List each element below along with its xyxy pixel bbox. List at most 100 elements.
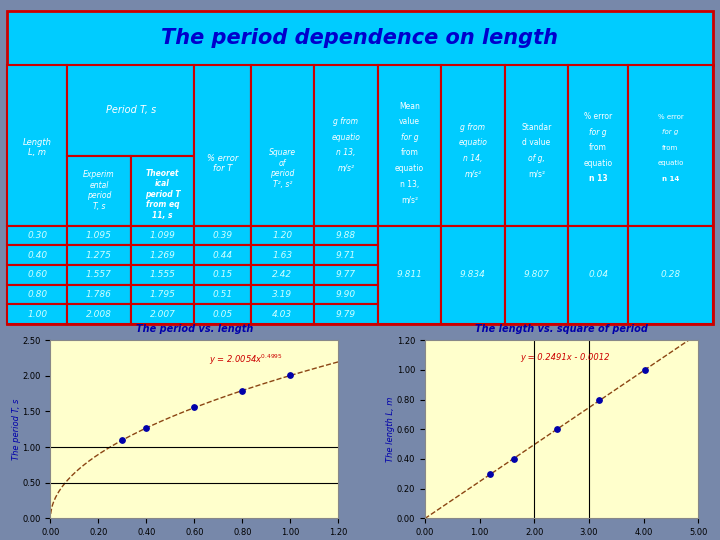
Text: Period T, s: Period T, s: [106, 105, 156, 115]
Bar: [7, 245, 67, 265]
Bar: [67, 156, 130, 226]
Point: [639, 366, 651, 374]
Text: m/s²: m/s²: [401, 195, 418, 204]
Point: [485, 469, 496, 478]
Bar: [194, 305, 251, 324]
Point: [189, 403, 200, 411]
Text: 4.03: 4.03: [272, 309, 292, 319]
Text: equatio: equatio: [395, 164, 424, 173]
Text: g from: g from: [460, 123, 485, 132]
Text: m/s²: m/s²: [464, 169, 482, 178]
Text: % error: % error: [584, 112, 612, 121]
Text: 0.60: 0.60: [27, 270, 48, 279]
Text: 0.28: 0.28: [660, 270, 680, 279]
Text: Square
of
period
T², s²: Square of period T², s²: [269, 148, 296, 188]
Title: The length vs. square of period: The length vs. square of period: [475, 324, 648, 334]
Text: 9.71: 9.71: [336, 251, 356, 260]
Bar: [130, 285, 194, 305]
Bar: [7, 226, 67, 245]
Bar: [314, 285, 377, 305]
Bar: [194, 265, 251, 285]
Bar: [130, 265, 194, 285]
Bar: [67, 245, 130, 265]
Point: [284, 371, 296, 380]
Bar: [505, 226, 568, 324]
Text: 1.20: 1.20: [272, 231, 292, 240]
Text: 9.88: 9.88: [336, 231, 356, 240]
Bar: [194, 285, 251, 305]
Text: n 14,: n 14,: [463, 153, 482, 163]
Bar: [251, 305, 314, 324]
Y-axis label: The period T, s: The period T, s: [12, 399, 21, 460]
Text: m/s²: m/s²: [338, 164, 354, 173]
Text: 0.80: 0.80: [27, 290, 48, 299]
Bar: [130, 245, 194, 265]
Bar: [130, 305, 194, 324]
Bar: [441, 65, 505, 226]
Text: % error: % error: [657, 113, 683, 120]
Text: 0.40: 0.40: [27, 251, 48, 260]
Text: 0.15: 0.15: [212, 270, 233, 279]
Point: [593, 395, 605, 404]
Bar: [67, 305, 130, 324]
Bar: [67, 285, 130, 305]
Text: The period dependence on length: The period dependence on length: [161, 28, 559, 48]
Text: 1.00: 1.00: [27, 309, 48, 319]
Text: 3.19: 3.19: [272, 290, 292, 299]
Text: 9.807: 9.807: [523, 270, 549, 279]
Bar: [314, 265, 377, 285]
Bar: [7, 285, 67, 305]
Text: from: from: [400, 148, 418, 158]
Point: [552, 425, 563, 434]
Text: for g: for g: [400, 133, 418, 142]
Bar: [67, 65, 194, 156]
Text: 1.095: 1.095: [86, 231, 112, 240]
Text: 0.04: 0.04: [588, 270, 608, 279]
Bar: [130, 226, 194, 245]
Text: 0.44: 0.44: [212, 251, 233, 260]
Bar: [130, 156, 194, 226]
Text: 9.834: 9.834: [460, 270, 486, 279]
Text: n 14: n 14: [662, 176, 679, 182]
Text: Standar: Standar: [521, 123, 552, 132]
Bar: [251, 226, 314, 245]
Text: 1.795: 1.795: [150, 290, 176, 299]
Text: % error
for T: % error for T: [207, 153, 238, 173]
Text: 1.63: 1.63: [272, 251, 292, 260]
Text: from: from: [662, 145, 678, 151]
Text: 2.42: 2.42: [272, 270, 292, 279]
Text: n 13,: n 13,: [400, 179, 419, 188]
Title: The period vs. length: The period vs. length: [135, 324, 253, 334]
Text: 1.099: 1.099: [150, 231, 176, 240]
Text: for g: for g: [662, 129, 679, 135]
Text: 1.269: 1.269: [150, 251, 176, 260]
Text: equatio: equatio: [331, 133, 360, 142]
Text: y = 0.2491x - 0.0012: y = 0.2491x - 0.0012: [521, 353, 610, 362]
Bar: [251, 65, 314, 226]
Bar: [251, 285, 314, 305]
Bar: [67, 226, 130, 245]
Text: 1.555: 1.555: [150, 270, 176, 279]
Bar: [194, 65, 251, 226]
Text: n 13,: n 13,: [336, 148, 356, 158]
Bar: [7, 65, 67, 226]
Text: 0.05: 0.05: [212, 309, 233, 319]
Point: [140, 423, 152, 432]
Bar: [441, 226, 505, 324]
Bar: [67, 265, 130, 285]
Text: equatio: equatio: [584, 159, 613, 168]
Text: 1.557: 1.557: [86, 270, 112, 279]
Bar: [314, 305, 377, 324]
Bar: [628, 65, 713, 226]
Text: of g,: of g,: [528, 153, 545, 163]
Bar: [377, 65, 441, 226]
Bar: [568, 65, 628, 226]
Text: d value: d value: [522, 138, 551, 147]
Text: 1.786: 1.786: [86, 290, 112, 299]
Text: g from: g from: [333, 117, 359, 126]
Text: n 13: n 13: [589, 174, 608, 184]
Bar: [505, 65, 568, 226]
Text: m/s²: m/s²: [528, 169, 545, 178]
Text: 9.79: 9.79: [336, 309, 356, 319]
Bar: [7, 265, 67, 285]
